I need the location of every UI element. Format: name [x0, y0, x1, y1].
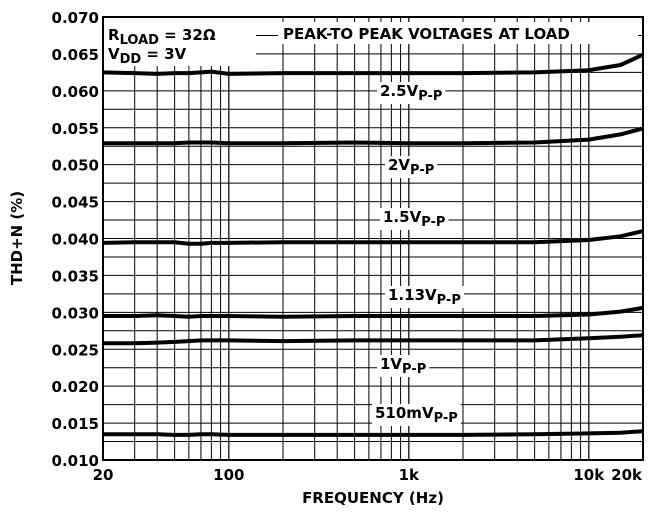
series-label-subscript: P-P	[434, 411, 458, 426]
y-tick-label: 0.020	[52, 378, 99, 396]
series-label: 2VP-P	[388, 156, 434, 178]
y-tick-label: 0.035	[52, 267, 99, 285]
series-label-name: 1V	[380, 355, 402, 373]
series-line	[102, 52, 644, 76]
y-tick-label: 0.040	[52, 231, 99, 249]
annotation-background	[104, 18, 256, 66]
series-label-subscript: P-P	[421, 215, 445, 230]
series-label: 510mVP-P	[375, 404, 458, 426]
y-tick-label: 0.045	[52, 194, 99, 212]
annotation-text: V	[108, 45, 120, 63]
annotation-background	[278, 22, 638, 44]
y-tick-label: 0.010	[52, 452, 99, 470]
y-axis-label: THD+N (%)	[8, 191, 26, 285]
series-label-background	[385, 286, 464, 308]
plot-border	[102, 16, 644, 461]
x-tick-label: 10k	[573, 466, 605, 484]
y-tick-label: 0.025	[52, 341, 99, 359]
y-tick-label: 0.060	[52, 83, 99, 101]
series-label-name: 2.5V	[380, 82, 419, 100]
annotation: PEAK-TO PEAK VOLTAGES AT LOAD	[283, 25, 570, 43]
series-line	[102, 229, 644, 246]
annotation-text: = 3V	[141, 45, 186, 63]
annotation-text: R	[108, 26, 120, 44]
series-label-background	[377, 82, 446, 104]
series-label-background	[380, 208, 449, 230]
series-label-name: 2V	[388, 156, 410, 174]
series-line	[103, 126, 644, 146]
annotation: RLOAD = 32Ω	[108, 26, 216, 48]
x-tick-label: 1k	[399, 466, 420, 484]
y-tick-label: 0.070	[52, 9, 99, 27]
series-label-name: 510mV	[375, 404, 434, 422]
series-label: 1.13VP-P	[388, 286, 461, 308]
series-label: 1.5VP-P	[383, 208, 445, 230]
series-label-background	[377, 355, 430, 377]
y-tick-label: 0.050	[52, 157, 99, 175]
annotation-text: = 32Ω	[159, 26, 216, 44]
grid	[102, 16, 644, 461]
annotation-subscript: LOAD	[120, 33, 160, 48]
series-label-subscript: P-P	[418, 89, 442, 104]
x-tick-label: 100	[213, 466, 244, 484]
series-label-background	[372, 404, 461, 426]
series-label: 2.5VP-P	[380, 82, 442, 104]
annotation-text: PEAK-TO PEAK VOLTAGES AT LOAD	[283, 25, 570, 43]
y-tick-label: 0.065	[52, 46, 99, 64]
series-label-subscript: P-P	[402, 362, 426, 377]
series-label-background	[385, 156, 438, 178]
annotation: VDD = 3V	[108, 45, 187, 67]
series-line	[103, 429, 644, 437]
x-tick-label: 20k	[611, 466, 643, 484]
annotation-subscript: DD	[120, 52, 142, 67]
y-tick-label: 0.015	[52, 415, 99, 433]
series-label-name: 1.13V	[388, 286, 437, 304]
series-label-name: 1.5V	[383, 208, 422, 226]
y-tick-label: 0.055	[52, 120, 99, 138]
series-label-subscript: P-P	[410, 163, 434, 178]
y-tick-label: 0.030	[52, 304, 99, 322]
series-label-subscript: P-P	[437, 293, 461, 308]
x-tick-label: 20	[93, 466, 114, 484]
series-line	[103, 305, 644, 319]
series-label: 1VP-P	[380, 355, 426, 377]
series-line	[103, 333, 644, 346]
x-axis-label: FREQUENCY (Hz)	[302, 489, 444, 507]
